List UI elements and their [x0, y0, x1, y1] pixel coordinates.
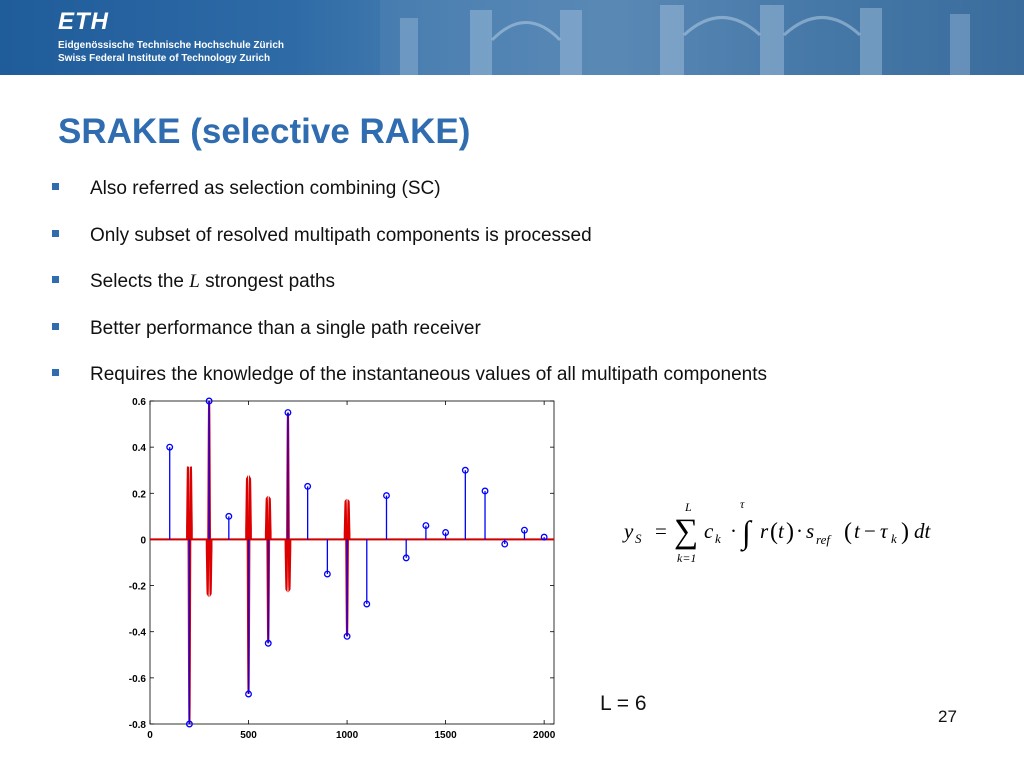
- stem-marker: [166, 443, 174, 451]
- stem-marker: [323, 570, 331, 578]
- plot-frame: [149, 400, 555, 725]
- l-value-label: L = 6: [600, 692, 647, 715]
- y-tick-label: -0.8: [129, 720, 147, 731]
- stem-marker: [501, 540, 509, 548]
- stem-marker: [481, 487, 489, 495]
- bullet-square-icon: [52, 369, 59, 376]
- impulse-response-chart: 0.60.40.20-0.2-0.4-0.6-0.80 500 1000 1500 20…: [129, 397, 556, 741]
- x-tick-label: 500: [240, 730, 257, 741]
- formula-paren: (: [844, 519, 852, 545]
- stem-marker: [442, 529, 450, 536]
- formula-minus: −: [864, 519, 876, 543]
- stem-marker: [284, 409, 292, 416]
- stem-marker: [304, 482, 312, 490]
- formula-dt: dt: [914, 519, 932, 543]
- formula-tau: τ: [880, 519, 889, 543]
- formula-sum-icon: ∑: [674, 513, 698, 550]
- y-tick-label: -0.6: [129, 674, 147, 685]
- institute-name-german: Eidgenössische Technische Hochschule Zür…: [58, 40, 284, 51]
- correlator-output-waveform: [150, 400, 554, 725]
- bullet-text: Requires the knowledge of the instantane…: [90, 364, 768, 385]
- stem-marker: [264, 639, 272, 647]
- formula-lhs-sub: S: [635, 531, 642, 546]
- formula-dot: ·: [796, 519, 803, 543]
- formula-integral-icon: ∫: [740, 514, 753, 552]
- stem-marker: [383, 492, 390, 500]
- bullet-square-icon: [52, 276, 59, 283]
- page-number: 27: [938, 707, 957, 726]
- stem-marker: [185, 720, 193, 728]
- y-tick-label: -0.2: [129, 582, 147, 593]
- bullet-square-icon: [52, 229, 59, 237]
- x-tick-label: 2000: [533, 730, 556, 741]
- bullet-square-icon: [52, 183, 59, 190]
- formula-r: r: [760, 519, 769, 543]
- stem-marker: [225, 512, 233, 520]
- formula-paren: ): [786, 519, 794, 545]
- formula-ck-sub: k: [715, 531, 721, 546]
- formula-s-sub: ref: [816, 532, 832, 547]
- srake-formula: y S = ∑ L k=1 c k · ∫ τ r ( t ) · s ref …: [622, 497, 932, 565]
- stem-marker: [245, 690, 252, 698]
- stem-marker: [520, 526, 528, 534]
- formula-equals: =: [655, 519, 667, 543]
- bullet-text-pre: Selects the: [90, 271, 190, 292]
- bullet-text: Better performance than a single path re…: [90, 317, 481, 339]
- variable-L: L: [189, 271, 200, 292]
- stem-marker: [461, 466, 469, 474]
- formula-paren: ): [901, 519, 909, 545]
- formula-ck: c: [704, 519, 714, 543]
- institute-name-english: Swiss Federal Institute of Technology Zu…: [58, 53, 271, 64]
- stem-marker: [343, 632, 351, 640]
- y-tick-label: 0: [140, 535, 146, 546]
- formula-t: t: [854, 519, 861, 543]
- y-tick-label: -0.4: [129, 628, 147, 639]
- formula-s: s: [806, 519, 814, 543]
- slide-title: SRAKE (selective RAKE): [58, 112, 471, 151]
- formula-dot: ·: [730, 519, 737, 543]
- formula-lower-limit: k=1: [677, 551, 696, 565]
- stem-marker: [363, 600, 371, 608]
- bullet-text: Also referred as selection combining (SC…: [90, 178, 441, 199]
- formula-tau-sub: k: [891, 531, 897, 546]
- x-tick-label: 1000: [336, 730, 359, 741]
- y-tick-label: 0.4: [132, 443, 146, 454]
- formula-paren: (: [770, 519, 778, 545]
- bullet-square-icon: [52, 322, 59, 330]
- x-tick-label: 0: [147, 730, 153, 741]
- formula-t: t: [778, 519, 785, 543]
- bullet-text: Selects the L strongest paths: [90, 271, 335, 293]
- stem-marker: [402, 554, 410, 562]
- y-tick-label: 0.6: [132, 397, 146, 408]
- stem-marker: [422, 522, 430, 530]
- stem-marker: [540, 533, 548, 541]
- stem-marker: [205, 397, 213, 405]
- y-tick-label: 0.2: [132, 489, 146, 500]
- formula-lhs: y: [622, 519, 634, 543]
- banner-background-columns: [380, 0, 1024, 75]
- bullet-text: Only subset of resolved multipath compon…: [90, 224, 592, 246]
- formula-integral-upper: τ: [740, 497, 745, 511]
- formula-upper-limit: L: [684, 500, 692, 514]
- eth-logo: ETH: [58, 8, 109, 35]
- bullet-text-post: strongest paths: [199, 271, 336, 292]
- header-banner: ETH Eidgenössische Technische Hochschule…: [0, 0, 1024, 75]
- x-tick-label: 1500: [434, 730, 457, 741]
